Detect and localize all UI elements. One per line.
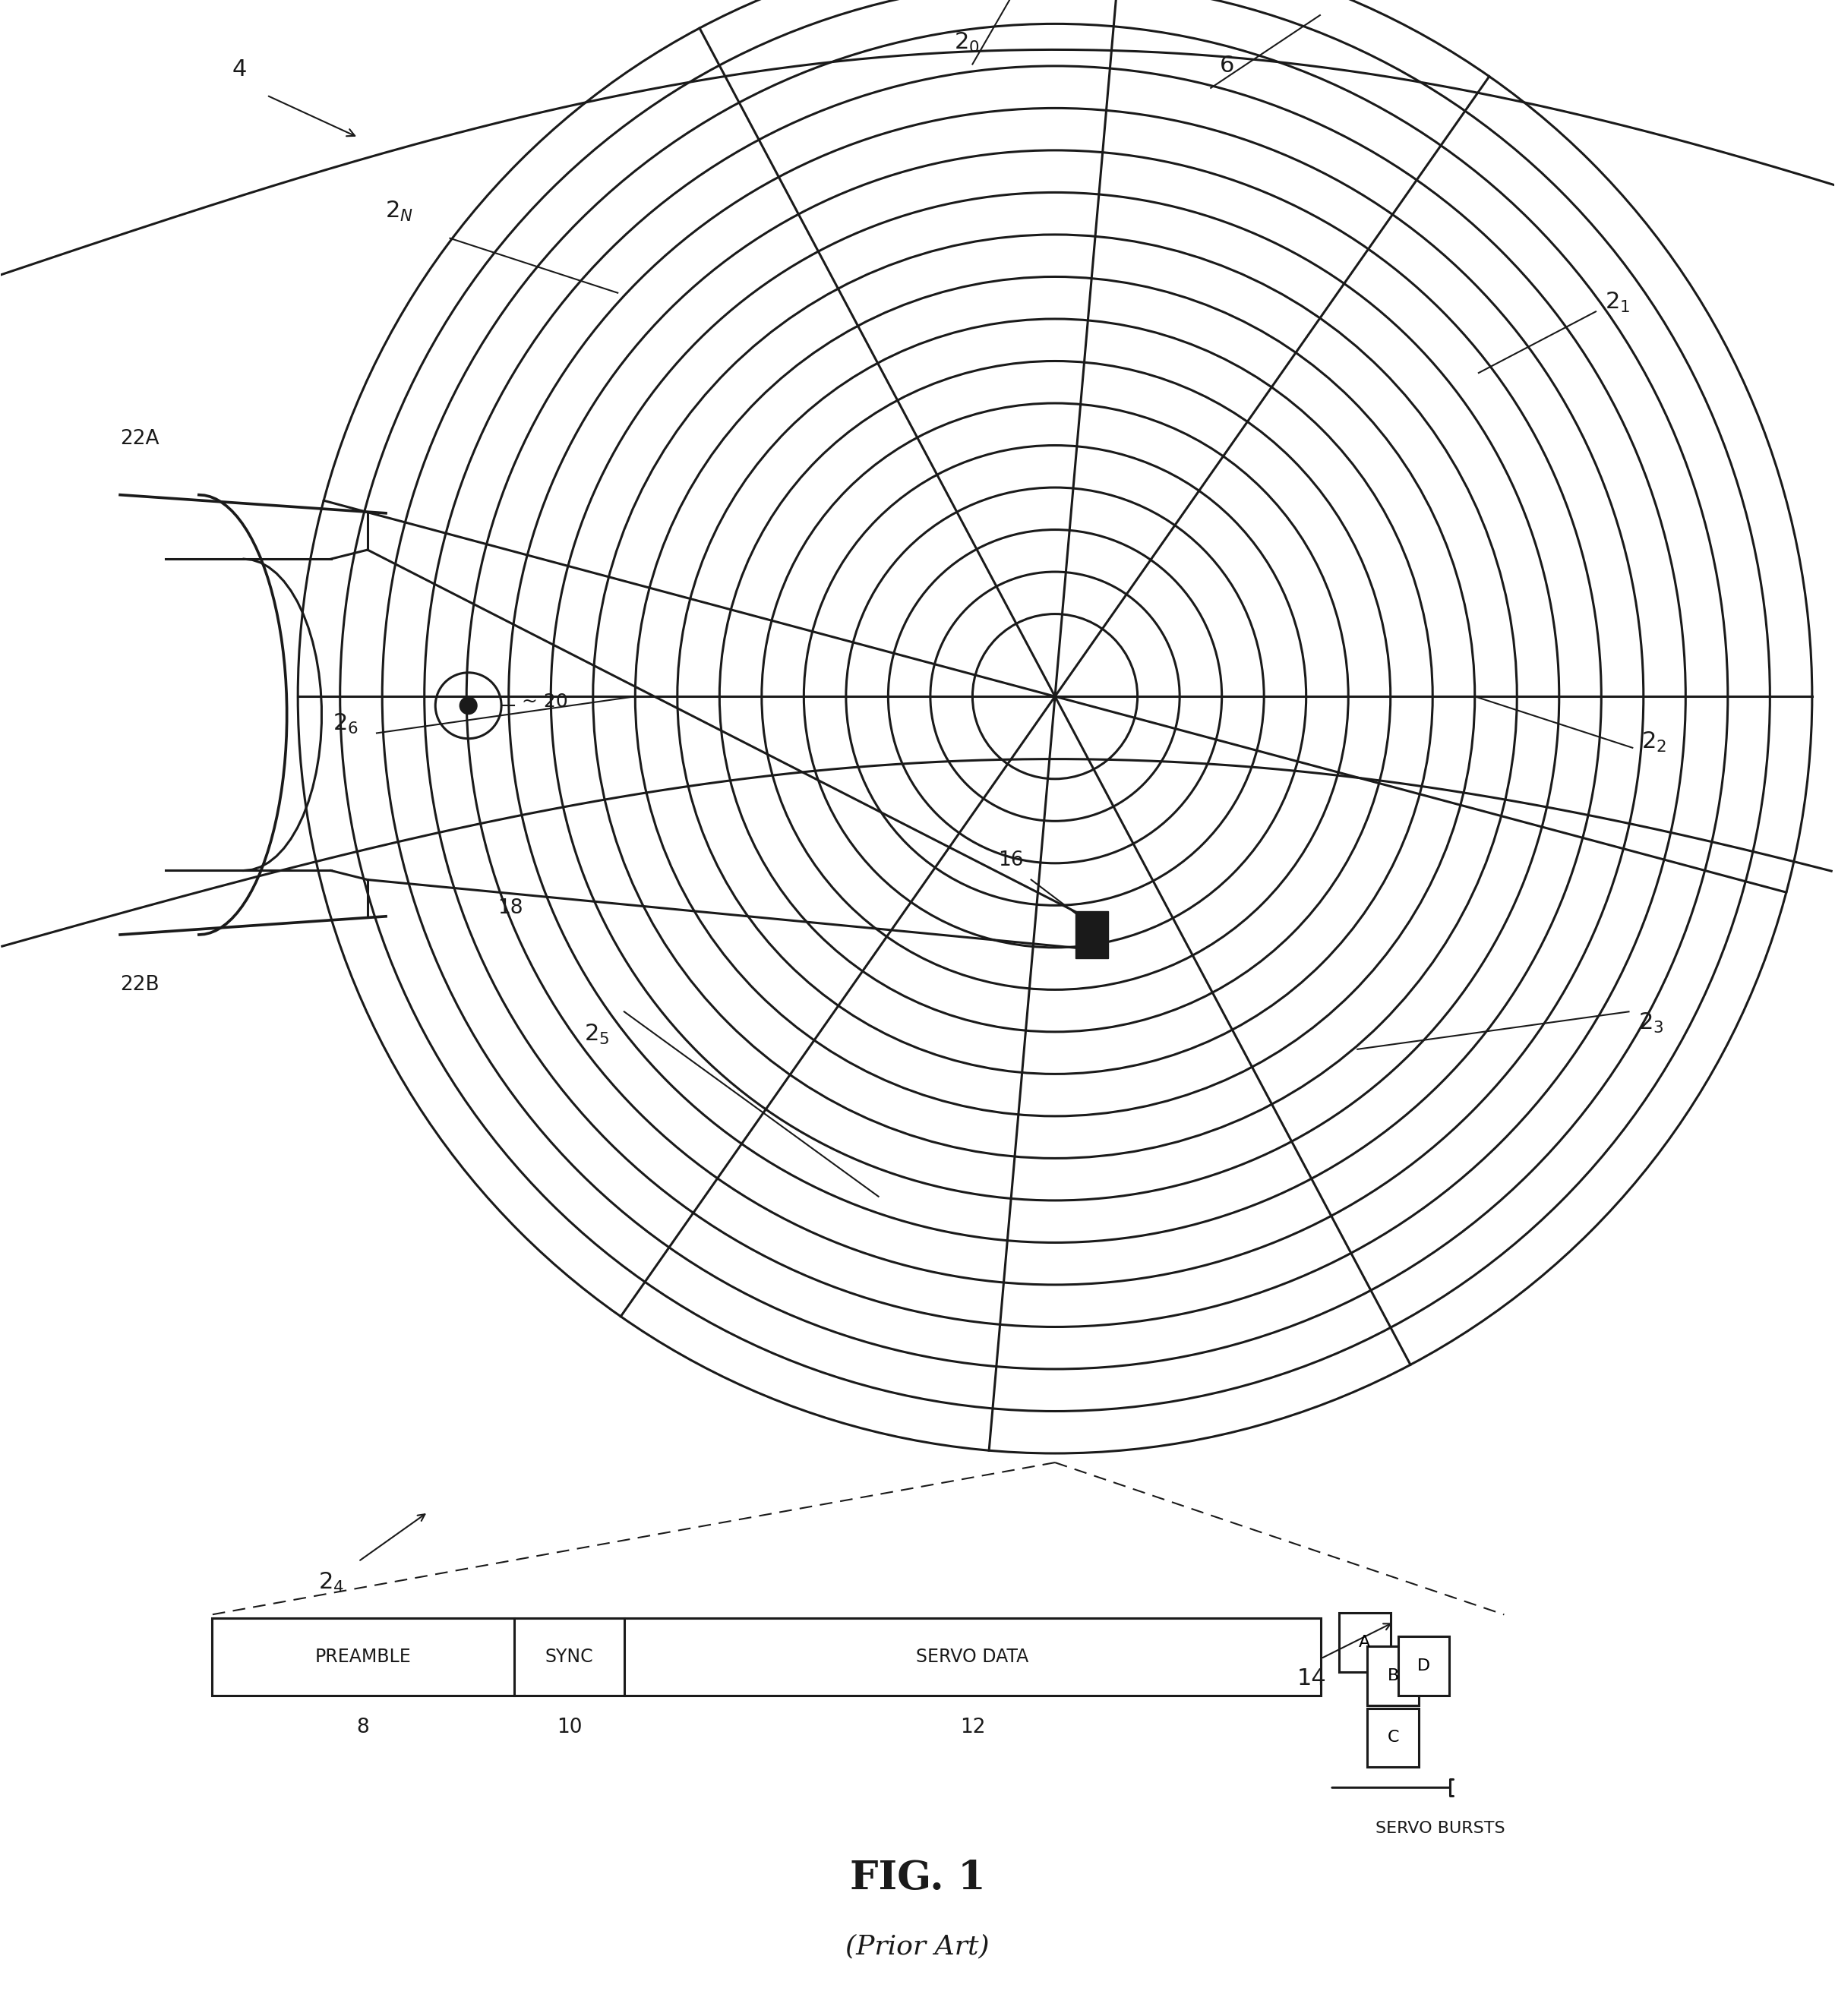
Bar (1340, 1613, 1391, 1671)
Bar (1367, 1647, 1418, 1706)
Text: SERVO DATA: SERVO DATA (916, 1647, 1029, 1665)
Text: D: D (1417, 1659, 1429, 1673)
Text: SYNC: SYNC (545, 1647, 593, 1665)
Circle shape (459, 696, 477, 716)
Bar (1398, 1637, 1450, 1695)
Text: $2_0$: $2_0$ (954, 32, 980, 54)
Text: C: C (1387, 1730, 1398, 1746)
Text: 12: 12 (960, 1718, 985, 1738)
Text: $2_6$: $2_6$ (332, 712, 358, 736)
Text: FIG. 1: FIG. 1 (850, 1859, 985, 1897)
Text: $2_5$: $2_5$ (584, 1022, 609, 1046)
Text: $2_3$: $2_3$ (1639, 1012, 1664, 1036)
Text: 10: 10 (556, 1718, 582, 1738)
Text: ~ 20: ~ 20 (521, 694, 567, 712)
Text: $2_1$: $2_1$ (1606, 290, 1629, 314)
Text: 18: 18 (497, 897, 523, 917)
Text: $2_4$: $2_4$ (317, 1570, 343, 1595)
Text: $2_N$: $2_N$ (385, 200, 413, 224)
Bar (1367, 1708, 1418, 1768)
Text: 4: 4 (231, 58, 246, 81)
Text: 8: 8 (356, 1718, 369, 1738)
Text: (Prior Art): (Prior Art) (846, 1933, 989, 1960)
Text: 22A: 22A (119, 429, 160, 450)
Text: A: A (1360, 1635, 1371, 1651)
Bar (211, 1619, 1321, 1695)
Text: PREAMBLE: PREAMBLE (316, 1647, 411, 1665)
Text: $2_2$: $2_2$ (1642, 730, 1666, 754)
Text: B: B (1387, 1669, 1398, 1683)
Text: 22B: 22B (119, 976, 160, 994)
Bar (1075, 911, 1108, 958)
Text: 16: 16 (998, 851, 1024, 871)
Text: 14: 14 (1297, 1667, 1327, 1689)
Text: 6: 6 (1220, 54, 1235, 77)
Text: SERVO BURSTS: SERVO BURSTS (1374, 1820, 1505, 1837)
